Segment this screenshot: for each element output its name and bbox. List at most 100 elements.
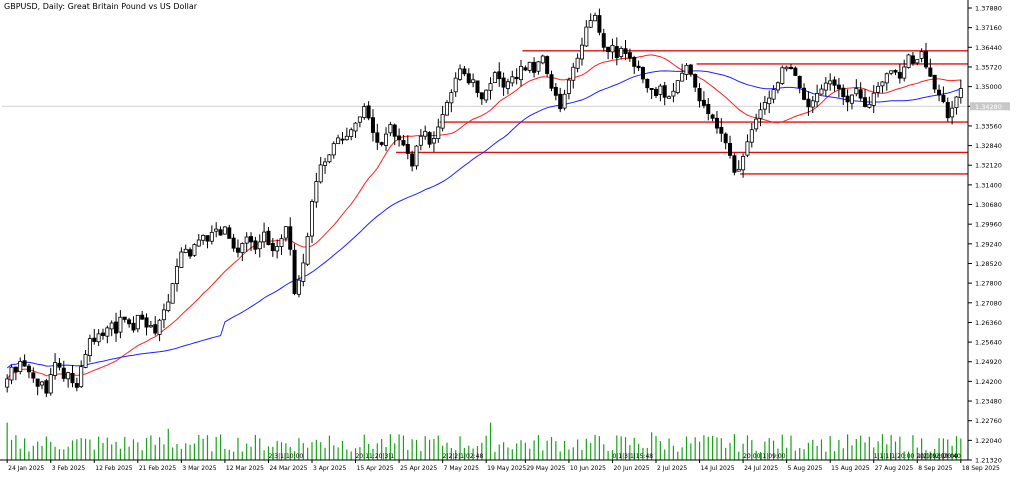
candle[interactable] — [100, 328, 105, 340]
candle[interactable] — [858, 82, 863, 101]
candle[interactable] — [680, 63, 685, 82]
candle[interactable] — [632, 55, 637, 75]
candle[interactable] — [384, 127, 389, 152]
candle[interactable] — [31, 367, 36, 383]
candle[interactable] — [140, 310, 145, 321]
candle[interactable] — [340, 132, 345, 145]
candle[interactable] — [497, 62, 502, 87]
candle[interactable] — [549, 70, 554, 92]
candle[interactable] — [235, 239, 240, 258]
candle[interactable] — [675, 80, 680, 95]
candle[interactable] — [105, 325, 110, 344]
candle[interactable] — [148, 320, 153, 329]
candle[interactable] — [937, 84, 942, 102]
candle[interactable] — [941, 86, 946, 104]
candle[interactable] — [214, 222, 219, 238]
candle[interactable] — [906, 53, 911, 69]
candle[interactable] — [575, 53, 580, 73]
candle[interactable] — [379, 141, 384, 147]
candle[interactable] — [349, 127, 354, 141]
candle[interactable] — [884, 72, 889, 91]
candle[interactable] — [754, 113, 759, 132]
candle[interactable] — [118, 310, 123, 339]
horizontal-levels[interactable] — [396, 50, 968, 175]
candle[interactable] — [327, 154, 332, 164]
candle[interactable] — [828, 73, 833, 91]
candle[interactable] — [401, 134, 406, 147]
candle[interactable] — [645, 78, 650, 93]
candle[interactable] — [18, 357, 23, 375]
candle[interactable] — [810, 96, 815, 114]
candle[interactable] — [9, 364, 14, 385]
candle[interactable] — [732, 153, 737, 176]
candle[interactable] — [876, 81, 881, 98]
candle[interactable] — [863, 88, 868, 108]
candle[interactable] — [701, 91, 706, 109]
candle[interactable] — [253, 236, 258, 255]
candle[interactable] — [431, 131, 436, 152]
candle[interactable] — [57, 358, 62, 371]
candle[interactable] — [249, 232, 254, 252]
candle[interactable] — [153, 316, 158, 336]
candle[interactable] — [79, 360, 84, 388]
candle[interactable] — [370, 109, 375, 142]
candle[interactable] — [836, 77, 841, 98]
candle[interactable] — [841, 84, 846, 106]
candle[interactable] — [593, 12, 598, 22]
candle[interactable] — [222, 226, 227, 235]
candle[interactable] — [571, 62, 576, 89]
candle[interactable] — [83, 350, 88, 369]
candle[interactable] — [671, 82, 676, 103]
candle[interactable] — [288, 217, 293, 256]
candle[interactable] — [510, 70, 515, 87]
candle[interactable] — [871, 85, 876, 114]
candle[interactable] — [66, 371, 71, 388]
candle[interactable] — [741, 153, 746, 178]
candle[interactable] — [458, 64, 463, 81]
candle[interactable] — [309, 199, 314, 244]
candle[interactable] — [179, 247, 184, 268]
candle[interactable] — [619, 46, 624, 60]
candle[interactable] — [336, 134, 341, 145]
candle[interactable] — [192, 243, 197, 257]
candle[interactable] — [35, 378, 40, 396]
candle[interactable] — [418, 129, 423, 151]
candle[interactable] — [388, 121, 393, 137]
candle[interactable] — [584, 20, 589, 47]
candle[interactable] — [127, 317, 132, 328]
candle[interactable] — [797, 75, 802, 94]
candle[interactable] — [849, 94, 854, 110]
candle[interactable] — [649, 88, 654, 99]
candle[interactable] — [889, 70, 894, 76]
candle[interactable] — [397, 128, 402, 147]
candle[interactable] — [719, 118, 724, 142]
candle[interactable] — [614, 37, 619, 66]
candle[interactable] — [775, 81, 780, 94]
candle[interactable] — [449, 89, 454, 113]
candle[interactable] — [897, 63, 902, 84]
candle[interactable] — [170, 282, 175, 304]
candle[interactable] — [505, 78, 510, 95]
candle[interactable] — [623, 40, 628, 61]
candle[interactable] — [950, 100, 955, 125]
candle[interactable] — [910, 52, 915, 66]
candle[interactable] — [767, 90, 772, 114]
candle[interactable] — [688, 63, 693, 77]
candle[interactable] — [279, 234, 284, 255]
candle[interactable] — [314, 172, 319, 208]
candle[interactable] — [793, 66, 798, 77]
candle[interactable] — [954, 96, 959, 115]
candle[interactable] — [540, 54, 545, 65]
candle[interactable] — [209, 225, 214, 245]
candle[interactable] — [553, 82, 558, 101]
candle[interactable] — [654, 86, 659, 98]
candle[interactable] — [636, 60, 641, 72]
candle[interactable] — [375, 123, 380, 150]
candle[interactable] — [257, 234, 262, 258]
candle[interactable] — [244, 232, 249, 252]
candle[interactable] — [122, 316, 127, 323]
candle[interactable] — [109, 320, 114, 337]
candle[interactable] — [714, 111, 719, 134]
candle[interactable] — [26, 363, 31, 379]
candle[interactable] — [527, 61, 532, 73]
